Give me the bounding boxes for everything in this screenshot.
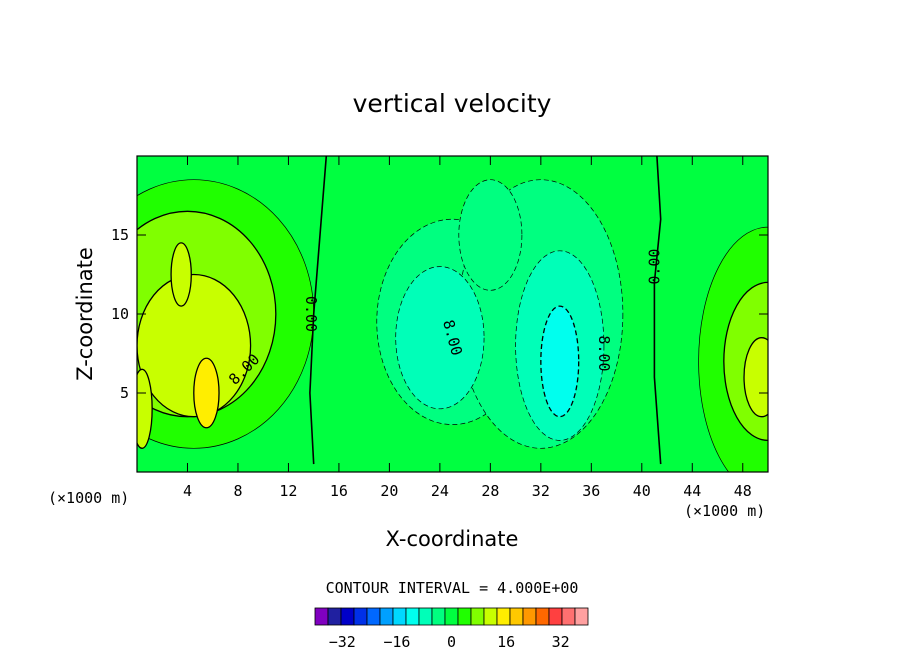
x-unit-left: (×1000 m)	[48, 489, 129, 507]
zero-contour-line	[653, 156, 662, 465]
colorbar-box	[379, 607, 394, 626]
colorbar-box	[327, 607, 342, 626]
x-tick-label: 16	[330, 482, 348, 500]
x-tick-label: 44	[683, 482, 701, 500]
colorbar-box	[314, 607, 329, 626]
y-tick-label: 15	[111, 226, 129, 244]
x-tick-label: 8	[233, 482, 242, 500]
colorbar-ticks: −32 −16 0 16 32	[329, 633, 570, 651]
x-axis-label: X-coordinate	[386, 527, 519, 551]
contour-region-left-top-12	[170, 242, 192, 307]
colorbar-tick-label: 16	[497, 633, 515, 651]
contour-region-right-core-12	[743, 337, 768, 418]
chart-title: vertical velocity	[353, 89, 552, 118]
contour-region-left-lobe-12	[137, 273, 252, 418]
zero-contour-line	[309, 156, 328, 465]
colorbar-box	[561, 607, 576, 626]
colorbar-tick-label: −32	[329, 633, 356, 651]
x-unit-right: (×1000 m)	[684, 502, 765, 520]
colorbar-box	[548, 607, 563, 626]
colorbar-box	[431, 607, 446, 626]
x-tick-label: 36	[582, 482, 600, 500]
y-tick-label: 5	[120, 384, 129, 402]
colorbar-box	[457, 607, 472, 626]
y-axis: 5 10 15	[111, 226, 768, 402]
colorbar	[314, 607, 589, 626]
colorbar-box	[418, 607, 433, 626]
colorbar-box	[444, 607, 459, 626]
contour-region-left-core-16	[193, 357, 220, 429]
x-tick-label: 24	[431, 482, 449, 500]
colorbar-box	[522, 607, 537, 626]
colorbar-box	[405, 607, 420, 626]
colorbar-box	[535, 607, 550, 626]
x-tick-label: 20	[380, 482, 398, 500]
contour-interval-text: CONTOUR INTERVAL = 4.000E+00	[326, 579, 579, 597]
colorbar-box	[353, 607, 368, 626]
contour-label: 0.00	[645, 249, 663, 285]
colorbar-box	[509, 607, 524, 626]
colorbar-tick-label: −16	[383, 633, 410, 651]
y-axis-label: Z-coordinate	[73, 247, 97, 381]
colorbar-tick-label: 0	[447, 633, 456, 651]
colorbar-box	[392, 607, 407, 626]
x-tick-label: 28	[481, 482, 499, 500]
colorbar-box	[366, 607, 381, 626]
x-tick-label: 4	[183, 482, 192, 500]
x-tick-label: 40	[633, 482, 651, 500]
y-tick-label: 10	[111, 305, 129, 323]
contour-region-down-c-0	[458, 179, 523, 291]
colorbar-box	[470, 607, 485, 626]
contour-region-down-core	[540, 305, 580, 418]
x-axis: 4 8 12 16 20 24 28 32 36 40 44 48	[183, 156, 752, 500]
colorbar-box	[483, 607, 498, 626]
x-tick-label: 32	[532, 482, 550, 500]
contour-region-left-edge-12	[137, 368, 153, 449]
plot-area	[136, 155, 769, 473]
contour-region-down-a-4	[395, 266, 485, 410]
colorbar-box	[496, 607, 511, 626]
contour-label: 8.00	[595, 335, 613, 371]
colorbar-box	[574, 607, 589, 626]
x-tick-label: 12	[279, 482, 297, 500]
x-tick-label: 48	[734, 482, 752, 500]
colorbar-box	[340, 607, 355, 626]
contour-label: 0.00	[302, 296, 320, 332]
colorbar-tick-label: 32	[552, 633, 570, 651]
